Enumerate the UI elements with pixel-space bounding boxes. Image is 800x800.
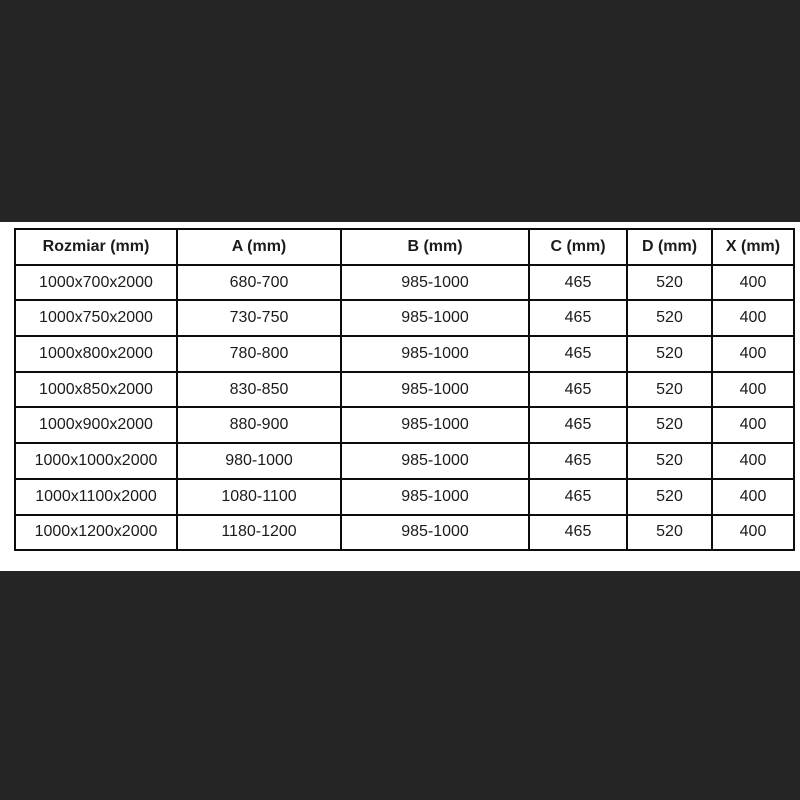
table-cell: 465 [528,442,628,480]
spec-sheet-panel: Rozmiar (mm) A (mm) B (mm) C (mm) D (mm) X (m… [0,222,800,571]
table-cell: 980-1000 [176,442,342,480]
table-cell: 1000x1000x2000 [14,442,178,480]
table-cell: 780-800 [176,335,342,373]
table-cell: 400 [711,513,795,552]
table-row: 1000x1200x2000 1180-1200 985-1000 465 520 400 [14,513,795,552]
table-row: 1000x800x2000 780-800 985-1000 465 520 400 [14,335,795,373]
table-cell: 520 [626,370,713,409]
table-row: 1000x1000x2000 980-1000 985-1000 465 520 400 [14,442,795,480]
table-cell: 985-1000 [340,477,530,516]
table-cell: 400 [711,299,795,338]
table-row: 1000x700x2000 680-700 985-1000 465 520 400 [14,263,795,302]
table-cell: 465 [528,406,628,445]
column-header: C (mm) [528,228,628,266]
table-cell: 1000x750x2000 [14,299,178,338]
table-cell: 400 [711,406,795,445]
table-cell: 1080-1100 [176,477,342,516]
column-header: D (mm) [626,228,713,266]
table-cell: 985-1000 [340,335,530,373]
table-row: 1000x1100x2000 1080-1100 985-1000 465 520 400 [14,477,795,516]
table-cell: 400 [711,442,795,480]
column-header: A (mm) [176,228,342,266]
table-cell: 1000x800x2000 [14,335,178,373]
table-cell: 985-1000 [340,370,530,409]
table-cell: 985-1000 [340,263,530,302]
table-row: 1000x850x2000 830-850 985-1000 465 520 400 [14,370,795,409]
table-cell: 465 [528,370,628,409]
table-cell: 465 [528,513,628,552]
table-cell: 1000x700x2000 [14,263,178,302]
table-cell: 465 [528,335,628,373]
table-cell: 400 [711,477,795,516]
table-cell: 985-1000 [340,299,530,338]
table-cell: 520 [626,513,713,552]
table-cell: 465 [528,477,628,516]
table-cell: 1000x1200x2000 [14,513,178,552]
table-cell: 1000x850x2000 [14,370,178,409]
table-cell: 520 [626,299,713,338]
table-cell: 680-700 [176,263,342,302]
table-cell: 985-1000 [340,442,530,480]
table-cell: 520 [626,477,713,516]
table-cell: 985-1000 [340,406,530,445]
table-cell: 520 [626,406,713,445]
table-cell: 400 [711,335,795,373]
table-row: 1000x750x2000 730-750 985-1000 465 520 400 [14,299,795,338]
table-cell: 400 [711,370,795,409]
table-cell: 400 [711,263,795,302]
table-cell: 1000x900x2000 [14,406,178,445]
table-cell: 1180-1200 [176,513,342,552]
size-spec-table: Rozmiar (mm) A (mm) B (mm) C (mm) D (mm) X (m… [14,228,795,552]
column-header: B (mm) [340,228,530,266]
table-cell: 730-750 [176,299,342,338]
table-cell: 465 [528,263,628,302]
table-cell: 985-1000 [340,513,530,552]
table-cell: 830-850 [176,370,342,409]
table-cell: 880-900 [176,406,342,445]
table-cell: 465 [528,299,628,338]
table-body: 1000x700x2000 680-700 985-1000 465 520 400 100… [14,263,795,552]
table-cell: 520 [626,335,713,373]
table-cell: 1000x1100x2000 [14,477,178,516]
header-row: Rozmiar (mm) A (mm) B (mm) C (mm) D (mm) X (m… [14,228,795,266]
table-row: 1000x900x2000 880-900 985-1000 465 520 400 [14,406,795,445]
table-cell: 520 [626,263,713,302]
column-header: Rozmiar (mm) [14,228,178,266]
column-header: X (mm) [711,228,795,266]
table-cell: 520 [626,442,713,480]
